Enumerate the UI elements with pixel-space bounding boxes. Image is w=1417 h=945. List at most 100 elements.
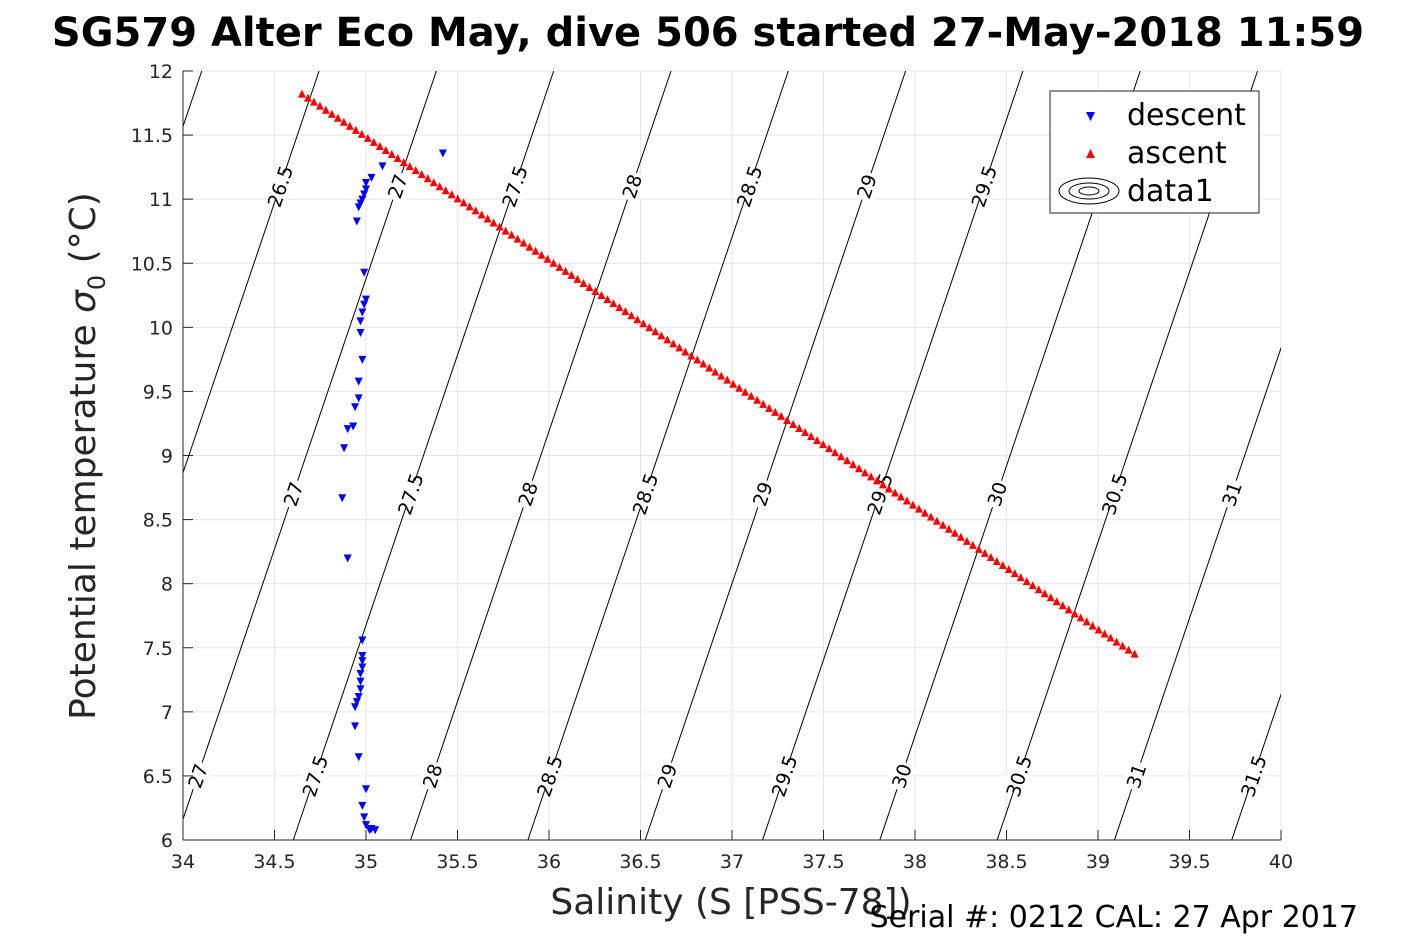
ascent-point	[633, 315, 642, 324]
ascent-point	[902, 496, 911, 505]
ascent-point	[926, 512, 935, 521]
x-tick-label: 36	[537, 851, 561, 873]
ascent-point	[1052, 597, 1061, 606]
legend-marker-ascent	[1086, 149, 1095, 158]
y-tick-label: 9.5	[143, 381, 173, 403]
ascent-point	[783, 415, 792, 424]
isopycnal-label-bg	[981, 476, 1013, 512]
isopycnal-line	[1113, 346, 1281, 840]
descent-point	[349, 422, 358, 431]
descent-point	[358, 308, 367, 317]
ascent-point	[393, 154, 402, 163]
ascent-point	[992, 556, 1001, 565]
ascent-point	[884, 484, 893, 493]
y-tick-label: 6.5	[143, 766, 173, 788]
ascent-point	[309, 97, 318, 106]
ascent-point	[759, 399, 768, 408]
ascent-point	[645, 323, 654, 332]
descent-point	[360, 268, 369, 277]
isopycnal-label-bg	[416, 758, 449, 794]
ascent-point	[974, 544, 983, 553]
ascent-point	[711, 367, 720, 376]
ascent-point	[549, 258, 558, 267]
ascent-point	[1028, 581, 1037, 590]
ascent-point	[1076, 613, 1085, 622]
ascent-point	[855, 464, 864, 473]
descent-series	[338, 149, 447, 835]
ascent-point	[399, 158, 408, 167]
ascent-point	[555, 262, 564, 271]
ascent-point	[1124, 645, 1133, 654]
axes: 34 34.5 35 35.5 36 36.5 37 37.5 38 38.5 39 39.5 40 6 6…	[131, 61, 1293, 873]
ascent-point	[507, 230, 516, 239]
isopycnal-label-bg	[299, 758, 331, 794]
descent-point	[362, 295, 370, 304]
ascent-point	[1058, 601, 1067, 610]
isopycnal-label-bg	[768, 758, 801, 794]
ascent-point	[723, 375, 732, 384]
ascent-point	[789, 419, 798, 428]
legend-box	[1049, 90, 1260, 214]
descent-point	[354, 377, 363, 386]
x-tick-label: 39	[1086, 851, 1110, 873]
y-tick-label: 9	[161, 446, 173, 468]
isopycnal-label-bg	[968, 169, 1000, 204]
isopycnal-label-bg	[1120, 758, 1152, 794]
descent-point	[358, 663, 367, 672]
ascent-point	[363, 133, 372, 142]
ascent-point	[357, 129, 366, 138]
ascent-point	[387, 150, 396, 159]
isopycnal-label-bg	[1237, 758, 1270, 794]
ascent-point	[297, 89, 306, 98]
ascent-point	[932, 516, 941, 525]
ascent-point	[693, 355, 702, 364]
ascent-point	[837, 452, 846, 461]
ascent-point	[1094, 625, 1103, 634]
x-tick-label: 38.5	[985, 851, 1027, 873]
y-tick-label: 6	[161, 830, 173, 852]
y-tick-label: 12	[149, 61, 173, 83]
ascent-point	[998, 561, 1007, 570]
ascent-point	[627, 311, 636, 320]
isopycnal-label-bg	[381, 169, 414, 204]
ascent-point	[777, 411, 786, 420]
isopycnal-label-bg	[533, 758, 566, 794]
descent-point	[362, 821, 370, 830]
ascent-point	[579, 278, 588, 287]
descent-point	[438, 149, 447, 158]
isopycnal-label-bg	[277, 476, 310, 512]
ascent-point	[771, 407, 780, 416]
y-axis-label-main: Potential temperature	[63, 313, 104, 720]
y-tick-label: 11	[149, 189, 173, 211]
ascent-point	[495, 222, 504, 231]
y-axis-label-unit: (°C)	[63, 192, 104, 275]
ascent-point	[843, 456, 852, 465]
ascent-point	[1004, 565, 1013, 574]
ascent-point	[597, 291, 606, 300]
ascent-point	[1034, 585, 1043, 594]
ascent-point	[950, 528, 959, 537]
descent-point	[340, 444, 349, 453]
ascent-point	[639, 319, 648, 328]
ascent-point	[1064, 605, 1073, 614]
ascent-point	[417, 170, 426, 179]
descent-point	[362, 785, 370, 794]
x-tick-label: 37	[720, 851, 744, 873]
ascent-point	[369, 137, 378, 146]
ascent-point	[531, 246, 540, 255]
y-tick-label: 7	[161, 702, 173, 724]
ascent-point	[831, 448, 840, 457]
ascent-point	[1100, 629, 1109, 638]
ascent-point	[747, 391, 756, 400]
ascent-point	[1046, 593, 1055, 602]
ascent-point	[1016, 573, 1025, 582]
ascent-point	[471, 206, 480, 215]
ascent-point	[585, 282, 594, 291]
descent-point	[354, 394, 363, 403]
ascent-point	[699, 359, 708, 368]
x-tick-label: 39.5	[1168, 851, 1210, 873]
ascent-point	[980, 548, 989, 557]
descent-point	[358, 801, 367, 810]
descent-point	[358, 355, 367, 364]
